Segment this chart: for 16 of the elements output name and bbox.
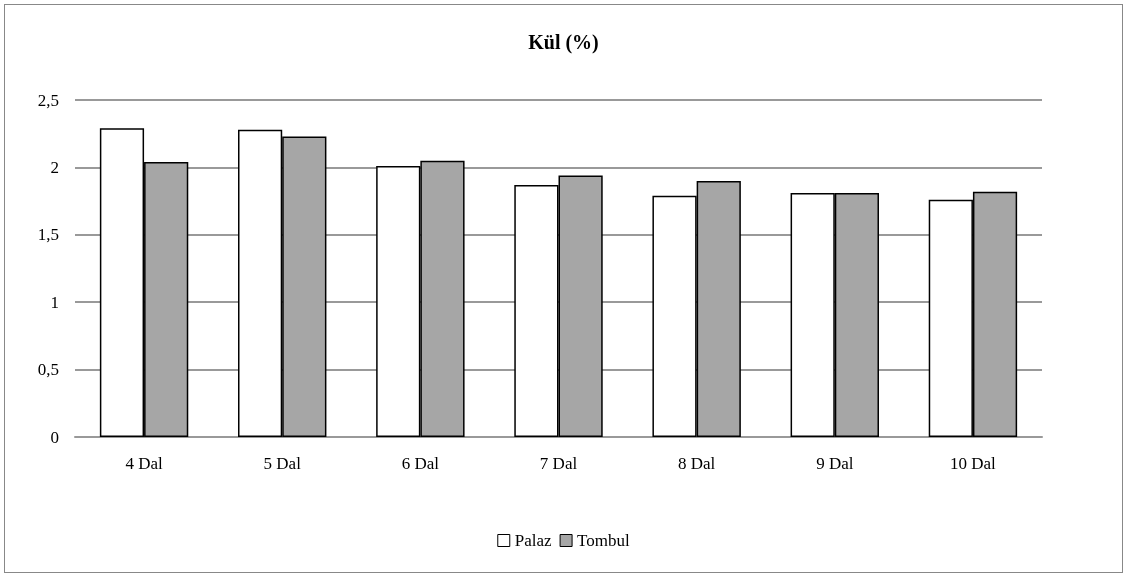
legend-label: Tombul [577,531,631,550]
legend-label: Palaz [514,531,553,550]
x-tick-label: 9 Dal [816,454,854,473]
y-tick-label: 2 [50,157,59,177]
x-tick-label: 8 Dal [677,454,716,473]
x-tick-label: 5 Dal [263,454,302,473]
x-tick-label: 4 Dal [125,454,163,473]
x-tick-label: 10 Dal [950,454,997,473]
y-tick-label: 0 [50,427,59,447]
y-tick-label: 2,5 [37,90,59,110]
y-tick-label: 0,5 [37,360,59,380]
x-tick-label: 7 Dal [539,454,578,473]
y-tick-label: 1 [50,292,59,312]
x-tick-label: 6 Dal [401,454,440,473]
y-tick-label: 1,5 [37,225,59,245]
chart-title: Kül (%) [528,31,599,54]
